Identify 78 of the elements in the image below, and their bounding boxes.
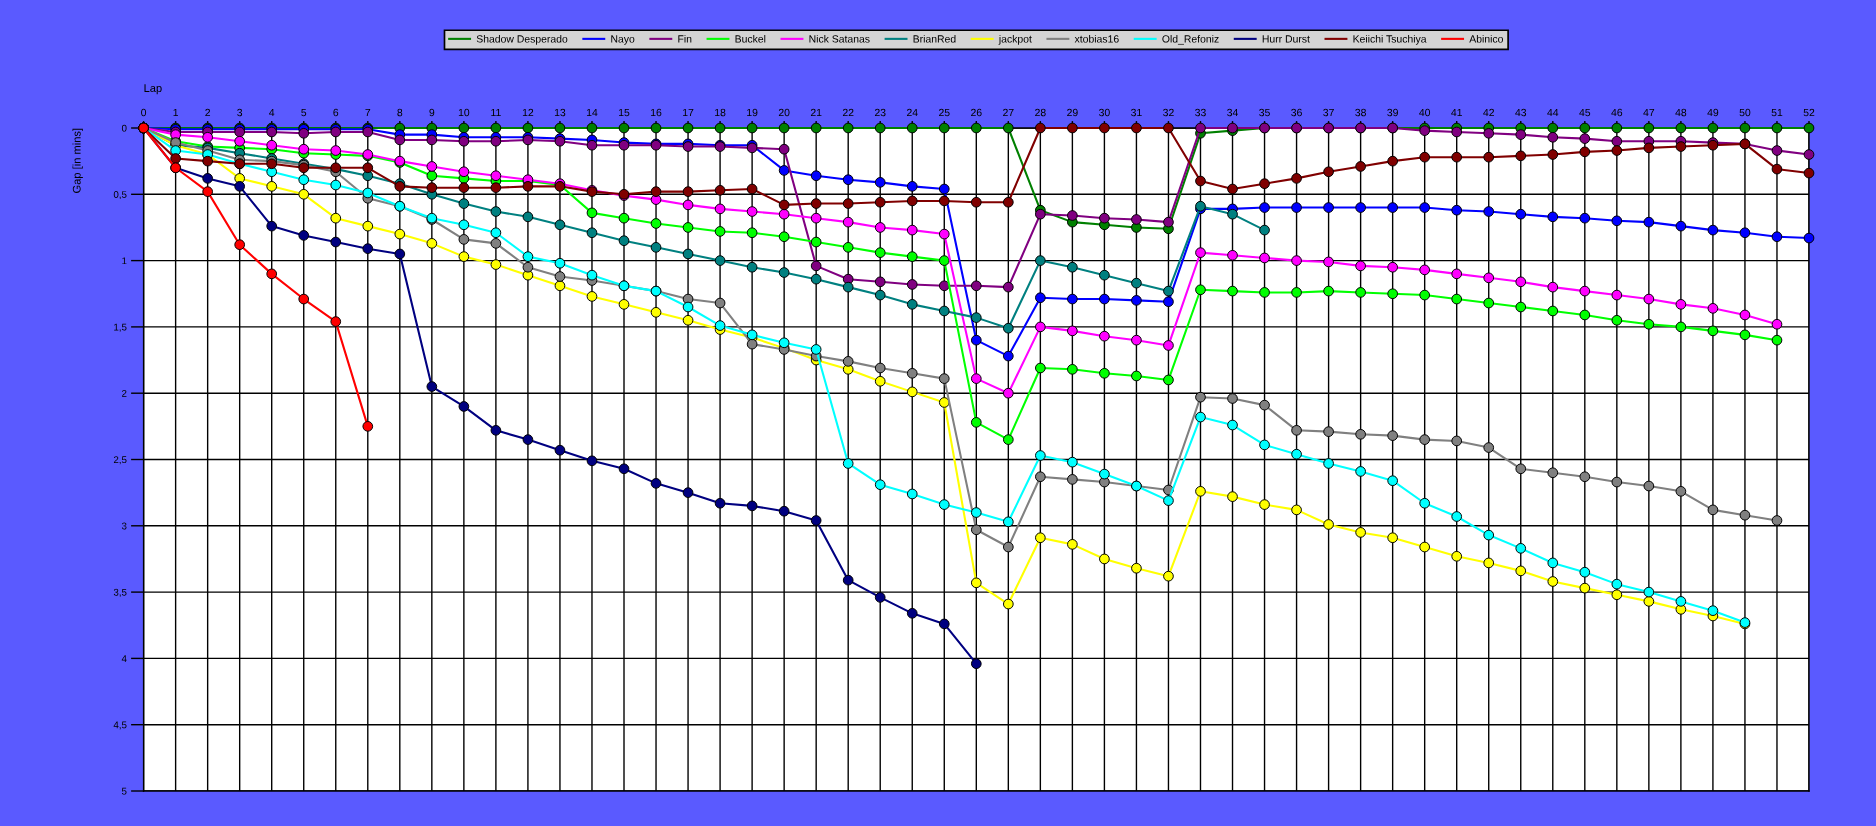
- x-tick-label: 22: [842, 108, 854, 117]
- x-tick-label: 52: [1803, 108, 1815, 117]
- x-tick-label: 32: [1163, 108, 1174, 117]
- legend-label: Nayo: [611, 35, 635, 45]
- y-tick-label: 1: [122, 257, 127, 265]
- y-tick-label: 3: [121, 522, 127, 530]
- y-tick-label: 3,5: [113, 588, 127, 597]
- x-tick-label: 21: [810, 108, 822, 117]
- x-tick-label: 44: [1547, 108, 1559, 117]
- x-tick-label: 5: [301, 108, 307, 117]
- x-tick-label: 37: [1323, 108, 1334, 117]
- legend-label: jackpot: [998, 34, 1032, 45]
- x-tick-label: 36: [1291, 108, 1302, 117]
- x-tick-label: 7: [365, 108, 371, 117]
- x-tick-label: 6: [333, 108, 339, 117]
- y-tick-label: 4,5: [113, 721, 127, 730]
- x-tick-label: 49: [1707, 108, 1719, 117]
- x-tick-label: 35: [1259, 108, 1270, 117]
- x-tick-label: 25: [939, 108, 950, 117]
- x-tick-label: 43: [1515, 108, 1527, 117]
- x-tick-label: 27: [1003, 108, 1014, 117]
- x-tick-label: 1: [173, 108, 179, 117]
- x-tick-label: 8: [397, 108, 403, 117]
- y-tick-label: 0,5: [113, 191, 127, 200]
- x-tick-label: 38: [1355, 108, 1366, 117]
- y-tick-label: 1,5: [114, 323, 127, 332]
- x-tick-label: 48: [1675, 108, 1687, 117]
- x-tick-label: 28: [1035, 108, 1046, 117]
- x-tick-label: 46: [1611, 108, 1623, 117]
- x-tick-label: 41: [1451, 108, 1462, 117]
- x-tick-label: 13: [554, 108, 566, 117]
- x-tick-label: 10: [458, 108, 470, 117]
- legend-label: xtobias16: [1074, 34, 1119, 43]
- legend-label: Nick Satanas: [809, 34, 870, 43]
- x-tick-label: 15: [619, 108, 630, 117]
- x-axis-title: Lap: [144, 84, 162, 95]
- legend-label: Old_Refoniz: [1162, 34, 1219, 45]
- x-tick-label: 18: [715, 108, 726, 117]
- x-tick-label: 45: [1579, 108, 1591, 117]
- x-tick-label: 19: [747, 108, 758, 117]
- x-tick-label: 39: [1387, 108, 1398, 117]
- legend-label: Fin: [678, 34, 692, 43]
- x-tick-label: 47: [1643, 108, 1655, 117]
- x-tick-label: 51: [1771, 108, 1783, 117]
- legend-label: Hurr Durst: [1262, 35, 1310, 43]
- y-tick-label: 5: [121, 787, 127, 795]
- x-tick-label: 16: [651, 108, 662, 117]
- x-tick-label: 12: [522, 108, 534, 117]
- y-tick-label: 0: [121, 124, 127, 132]
- y-tick-label: 4: [121, 655, 127, 662]
- x-tick-label: 11: [491, 108, 501, 117]
- x-tick-label: 29: [1067, 108, 1078, 117]
- x-tick-label: 31: [1131, 108, 1142, 117]
- x-tick-label: 30: [1099, 108, 1110, 117]
- legend-label: Buckel: [735, 34, 766, 43]
- x-tick-label: 42: [1483, 108, 1494, 117]
- legend-label: Keiichi Tsuchiya: [1353, 34, 1427, 45]
- y-tick-label: 2: [122, 389, 127, 397]
- x-tick-label: 9: [429, 108, 435, 117]
- x-tick-label: 40: [1419, 108, 1431, 117]
- y-tick-label: 2,5: [113, 456, 127, 465]
- x-tick-label: 24: [906, 108, 918, 117]
- x-tick-label: 0: [141, 108, 147, 117]
- x-tick-label: 14: [586, 108, 598, 117]
- y-axis-title: Gap [in mins]: [72, 128, 83, 193]
- legend-label: Shadow Desperado: [476, 34, 568, 45]
- x-tick-label: 26: [971, 108, 982, 117]
- x-tick-label: 3: [237, 108, 243, 117]
- x-tick-label: 34: [1227, 108, 1238, 117]
- x-tick-label: 50: [1739, 108, 1751, 117]
- x-tick-label: 4: [269, 108, 275, 117]
- x-tick-label: 20: [778, 108, 790, 117]
- legend-label: Abinico: [1469, 34, 1503, 43]
- x-tick-label: 17: [683, 108, 694, 117]
- x-tick-label: 23: [874, 108, 886, 117]
- x-tick-label: 33: [1195, 108, 1206, 117]
- x-tick-label: 2: [205, 108, 211, 117]
- legend-label: BrianRed: [913, 34, 956, 43]
